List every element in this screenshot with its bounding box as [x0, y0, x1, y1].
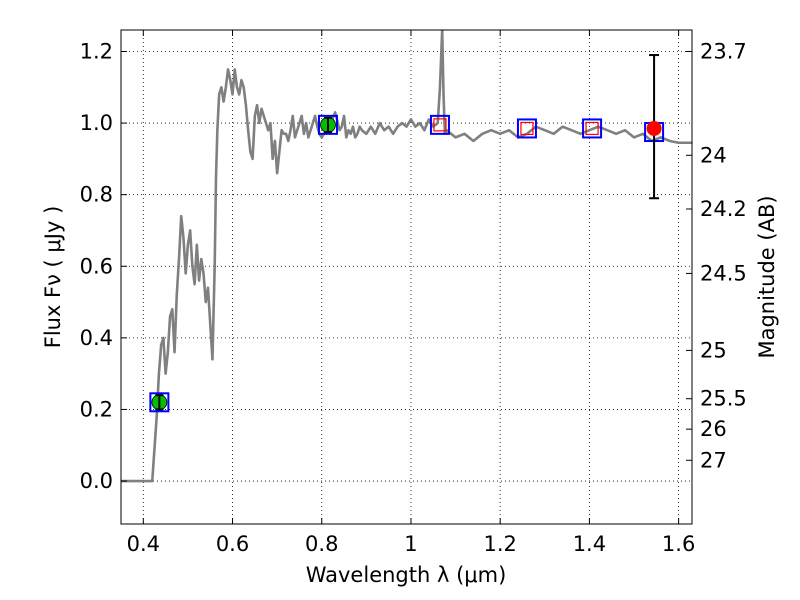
y-tick-label: 0.6: [80, 254, 113, 278]
y-tick-label: 1.2: [80, 39, 113, 63]
y2-tick-label: 26: [700, 417, 727, 441]
x-tick-label: 0.6: [216, 532, 249, 556]
plot-background: [121, 30, 692, 524]
x-tick-label: 0.8: [305, 532, 338, 556]
red-point: [646, 120, 662, 136]
plot-frame: [120, 29, 693, 525]
y2-tick-label: 25: [700, 338, 727, 362]
x-tick-label: 1: [404, 532, 417, 556]
x-tick-label: 1.2: [483, 532, 516, 556]
y-tick-label: 0.4: [80, 326, 113, 350]
y2-axis-label: Magnitude (AB): [755, 195, 779, 358]
y2-tick-label: 24: [700, 143, 727, 167]
y-tick-label: 0.2: [80, 397, 113, 421]
y2-tick-label: 23.7: [700, 39, 747, 63]
blue-box-marker: [317, 114, 338, 135]
y-tick-label: 0.0: [80, 469, 113, 493]
x-tick-label: 1.6: [662, 532, 695, 556]
data-layer: [121, 30, 692, 483]
spectrum-line: [121, 30, 692, 483]
y-tick-label: 0.8: [80, 183, 113, 207]
x-tick-label: 1.4: [573, 532, 606, 556]
blue-box-marker: [149, 392, 170, 413]
y-axis-label: Flux Fν ( μJy ): [41, 206, 65, 349]
y2-tick-label: 24.5: [700, 261, 747, 285]
blue-box-marker: [582, 118, 603, 139]
x-tick-label: 0.4: [127, 532, 160, 556]
y-tick-label: 1.0: [80, 111, 113, 135]
red-square-marker: [585, 121, 599, 136]
y2-tick-label: 24.2: [700, 197, 747, 221]
blue-box-marker: [429, 114, 450, 135]
x-axis-label: Wavelength λ (μm): [306, 563, 507, 587]
red-square-marker: [520, 121, 534, 136]
y2-tick-label: 25.5: [700, 387, 747, 411]
red-square-marker: [433, 118, 447, 132]
blue-box-marker: [516, 118, 537, 139]
ticks: 0.4 0.6 0.8 1 1.2 1.4 1.6 0.0 0.2 0.4 0.6 0.8 1.0 1.2…: [80, 30, 747, 556]
y2-tick-label: 27: [700, 448, 727, 472]
